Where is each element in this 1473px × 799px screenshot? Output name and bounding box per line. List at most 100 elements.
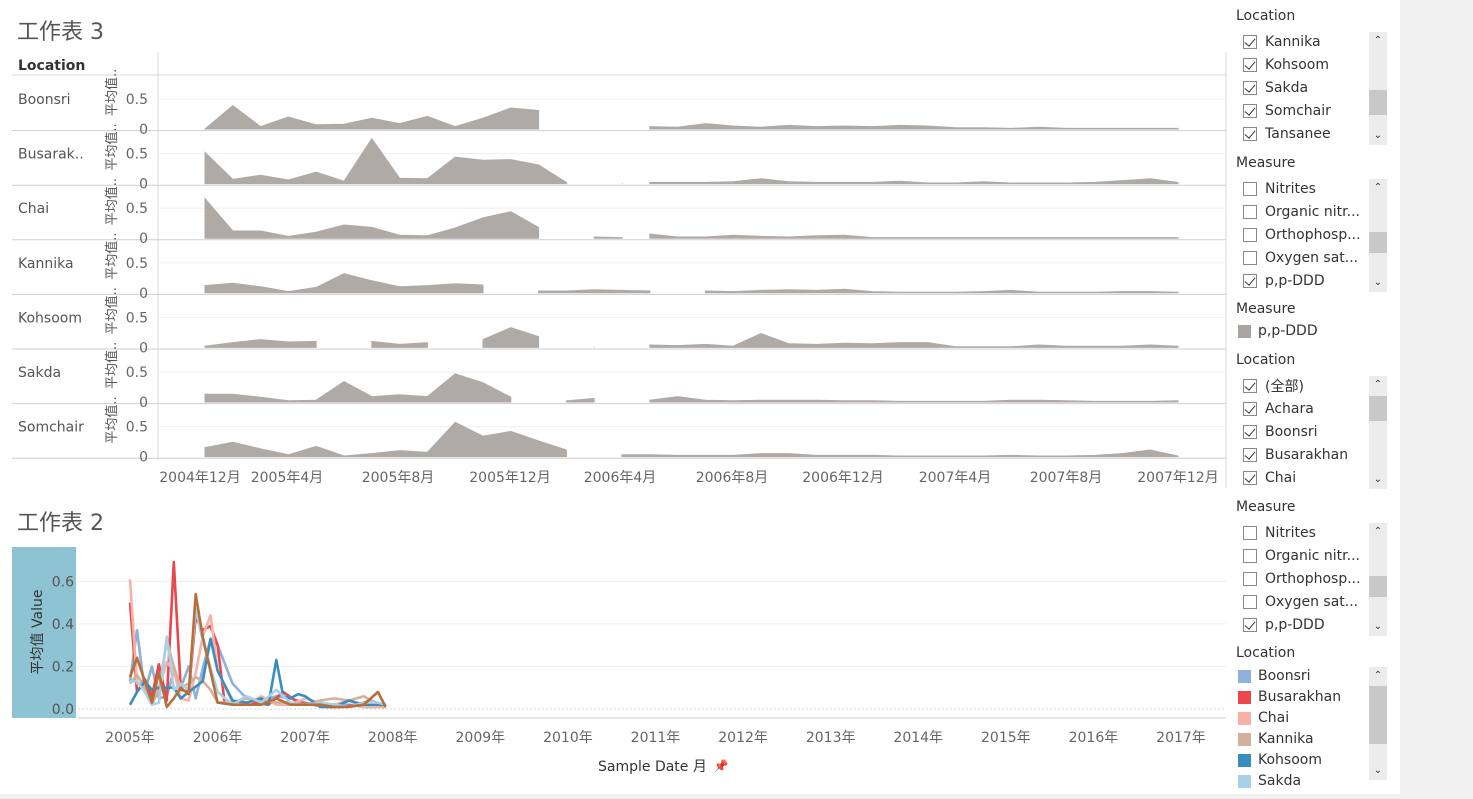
- series-line[interactable]: [130, 607, 387, 709]
- area-mark[interactable]: [203, 104, 540, 130]
- location-filter-item[interactable]: Kohsoom: [1243, 54, 1393, 76]
- scrollbar[interactable]: ⌃ ⌄: [1369, 667, 1387, 780]
- scrollbar[interactable]: ⌃ ⌄: [1369, 523, 1387, 636]
- scrollbar-thumb[interactable]: [1369, 576, 1387, 597]
- area-mark[interactable]: [649, 233, 1179, 239]
- location-filter-item[interactable]: Kannika: [1243, 31, 1393, 53]
- location-filter-item[interactable]: Tansanee: [1243, 123, 1393, 145]
- area-mark[interactable]: [649, 178, 1179, 185]
- area-mark[interactable]: [593, 236, 623, 239]
- facet-row[interactable]: Boonsri 平均值.. 0.5 0: [12, 69, 1226, 138]
- checkbox[interactable]: [1243, 471, 1257, 485]
- area-mark[interactable]: [204, 373, 512, 403]
- area-mark[interactable]: [482, 327, 540, 348]
- facet-row[interactable]: Chai 平均值.. 0.5 0: [12, 178, 1226, 247]
- area-mark[interactable]: [704, 288, 1179, 294]
- area-mark[interactable]: [649, 123, 1179, 130]
- scroll-up-icon[interactable]: ⌃: [1373, 35, 1383, 46]
- y-axis-highlight[interactable]: [12, 547, 76, 718]
- location-legend-item[interactable]: Kannika: [1238, 728, 1388, 750]
- measure-filter-item[interactable]: p,p-DDD: [1243, 270, 1393, 292]
- location-filter-2-item[interactable]: Achara: [1243, 398, 1393, 420]
- measure-filter-item[interactable]: Organic nitr...: [1243, 201, 1393, 223]
- facet-row[interactable]: Busarak.. 平均值.. 0.5 0: [12, 123, 1226, 193]
- location-legend-item[interactable]: Sakda: [1238, 770, 1388, 792]
- checkbox[interactable]: [1243, 274, 1257, 288]
- series-line[interactable]: [128, 637, 386, 709]
- area-mark[interactable]: [538, 289, 651, 294]
- series-line[interactable]: [128, 592, 387, 709]
- sheet2-line-chart[interactable]: 0.6 0.4 0.2 0.0 2005年 2006年 2007年 2008年 2009年 201…: [0, 540, 1230, 770]
- checkbox[interactable]: [1243, 81, 1257, 95]
- area-mark[interactable]: [204, 421, 567, 458]
- location-filter-2-item[interactable]: Boonsri: [1243, 421, 1393, 443]
- checkbox[interactable]: [1243, 35, 1257, 49]
- series-line[interactable]: [128, 560, 387, 709]
- scrollbar-thumb[interactable]: [1369, 90, 1387, 115]
- scroll-down-icon[interactable]: ⌄: [1373, 130, 1383, 141]
- area-mark[interactable]: [371, 340, 428, 348]
- checkbox[interactable]: [1243, 127, 1257, 141]
- facet-row[interactable]: Somchair 平均值.. 0.5 0: [12, 396, 1226, 466]
- location-filter-2-item[interactable]: Busarakhan: [1243, 444, 1393, 466]
- scroll-up-icon[interactable]: ⌃: [1373, 670, 1383, 681]
- scrollbar[interactable]: ⌃ ⌄: [1369, 376, 1387, 489]
- location-legend-item[interactable]: Busarakhan: [1238, 686, 1388, 708]
- scroll-up-icon[interactable]: ⌃: [1373, 526, 1383, 537]
- checkbox[interactable]: [1243, 618, 1257, 632]
- location-legend-item[interactable]: Boonsri: [1238, 665, 1388, 687]
- location-legend-item[interactable]: Chai: [1238, 707, 1388, 729]
- checkbox[interactable]: [1243, 205, 1257, 219]
- measure-filter-item[interactable]: Oxygen sat...: [1243, 247, 1393, 269]
- checkbox[interactable]: [1243, 425, 1257, 439]
- facet-row[interactable]: Kohsoom 平均值.. 0.5 0: [12, 287, 1226, 356]
- area-mark[interactable]: [204, 197, 540, 239]
- facet-row[interactable]: Kannika 平均值.. 0.5 0: [12, 233, 1226, 302]
- sheet3-area-chart[interactable]: Location Boonsri 平均值.. 0.5 0 Busarak.. 平均值.. 0.…: [0, 52, 1230, 492]
- checkbox[interactable]: [1243, 549, 1257, 563]
- measure-filter-item[interactable]: Orthophosp...: [1243, 224, 1393, 246]
- measure-filter-2-item[interactable]: Orthophosp...: [1243, 568, 1393, 590]
- checkbox[interactable]: [1243, 572, 1257, 586]
- area-mark[interactable]: [649, 333, 1179, 348]
- scroll-up-icon[interactable]: ⌃: [1373, 182, 1383, 193]
- measure-legend-item[interactable]: p,p-DDD: [1238, 320, 1388, 342]
- measure-filter-2-item[interactable]: p,p-DDD: [1243, 614, 1393, 636]
- location-filter-item[interactable]: Somchair: [1243, 100, 1393, 122]
- area-mark[interactable]: [565, 397, 595, 403]
- scrollbar-thumb[interactable]: [1369, 232, 1387, 253]
- location-filter-item[interactable]: Sakda: [1243, 77, 1393, 99]
- location-filter-2-item[interactable]: (全部): [1243, 375, 1393, 397]
- x-axis-title[interactable]: Sample Date 月 📌: [598, 756, 729, 776]
- area-mark[interactable]: [621, 449, 1179, 458]
- scroll-down-icon[interactable]: ⌄: [1373, 474, 1383, 485]
- checkbox[interactable]: [1243, 182, 1257, 196]
- facet-row[interactable]: Sakda 平均值.. 0.5 0: [12, 342, 1226, 411]
- checkbox[interactable]: [1243, 379, 1257, 393]
- location-filter-2-item[interactable]: Chai: [1243, 467, 1393, 489]
- measure-filter-item[interactable]: Nitrites: [1243, 178, 1393, 200]
- location-legend-item[interactable]: Kohsoom: [1238, 749, 1388, 771]
- scrollbar[interactable]: ⌃ ⌄: [1369, 32, 1387, 145]
- measure-filter-2-item[interactable]: Organic nitr...: [1243, 545, 1393, 567]
- scroll-up-icon[interactable]: ⌃: [1373, 379, 1383, 390]
- scroll-down-icon[interactable]: ⌄: [1373, 765, 1383, 776]
- area-mark[interactable]: [649, 396, 1179, 403]
- checkbox[interactable]: [1243, 58, 1257, 72]
- measure-filter-2-item[interactable]: Oxygen sat...: [1243, 591, 1393, 613]
- area-mark[interactable]: [204, 339, 317, 348]
- checkbox[interactable]: [1243, 448, 1257, 462]
- scroll-down-icon[interactable]: ⌄: [1373, 277, 1383, 288]
- scrollbar-thumb[interactable]: [1369, 396, 1387, 421]
- checkbox[interactable]: [1243, 228, 1257, 242]
- scrollbar[interactable]: ⌃ ⌄: [1369, 179, 1387, 292]
- area-mark[interactable]: [204, 273, 484, 294]
- scroll-down-icon[interactable]: ⌄: [1373, 621, 1383, 632]
- pin-icon[interactable]: 📌: [713, 759, 729, 773]
- measure-filter-2-item[interactable]: Nitrites: [1243, 522, 1393, 544]
- checkbox[interactable]: [1243, 595, 1257, 609]
- checkbox[interactable]: [1243, 526, 1257, 540]
- area-mark[interactable]: [204, 137, 567, 185]
- checkbox[interactable]: [1243, 251, 1257, 265]
- checkbox[interactable]: [1243, 104, 1257, 118]
